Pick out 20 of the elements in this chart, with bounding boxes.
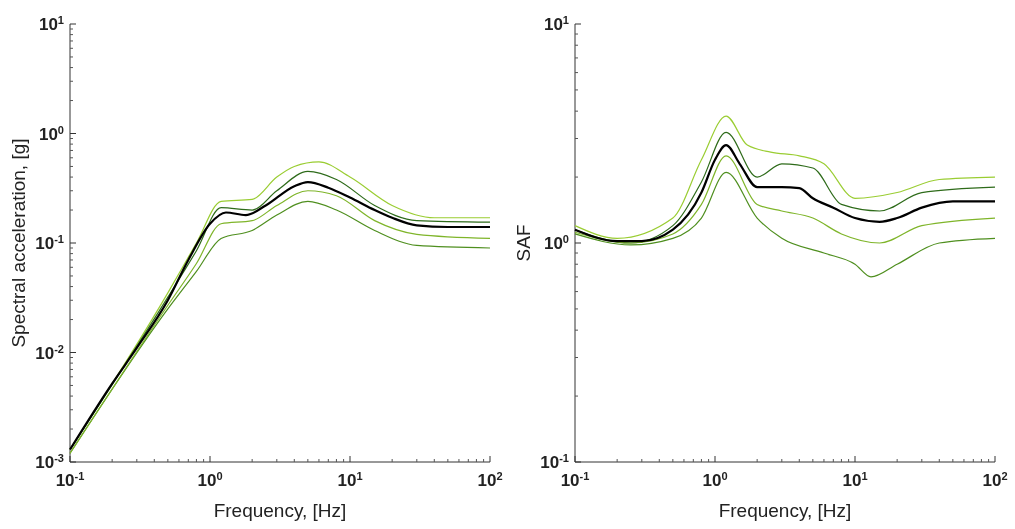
y-tick-label: 10$^{1}$ bbox=[38, 14, 64, 34]
x-axis-title: Frequency, [Hz] bbox=[718, 500, 852, 521]
x-tick-label: 10$^{2}$ bbox=[477, 470, 503, 490]
x-tick-label: 10$^{2}$ bbox=[982, 470, 1008, 490]
x-tick-label: 10$^{0}$ bbox=[702, 470, 728, 490]
y-tick-label: 10$^{1}$ bbox=[543, 14, 569, 34]
x-tick-label: 10$^{0}$ bbox=[197, 470, 223, 490]
y-axis-title: SAF bbox=[513, 224, 534, 262]
y-tick-label: 10$^{0}$ bbox=[543, 233, 569, 253]
x-tick-label: 10$^{-1}$ bbox=[560, 470, 590, 490]
y-tick-label: 10$^{-1}$ bbox=[540, 452, 569, 472]
x-tick-label: 10$^{1}$ bbox=[842, 470, 868, 490]
y-tick-label: 10$^{-3}$ bbox=[35, 452, 64, 472]
x-tick-label: 10$^{-1}$ bbox=[55, 470, 85, 490]
x-tick-label: 10$^{1}$ bbox=[337, 470, 363, 490]
y-tick-label: 10$^{-1}$ bbox=[35, 233, 64, 253]
x-axis-title: Frequency, [Hz] bbox=[213, 500, 347, 521]
y-axis-title: Spectral acceleration, [g] bbox=[8, 138, 29, 348]
y-tick-label: 10$^{-2}$ bbox=[35, 342, 64, 363]
y-tick-label: 10$^{0}$ bbox=[38, 123, 64, 144]
